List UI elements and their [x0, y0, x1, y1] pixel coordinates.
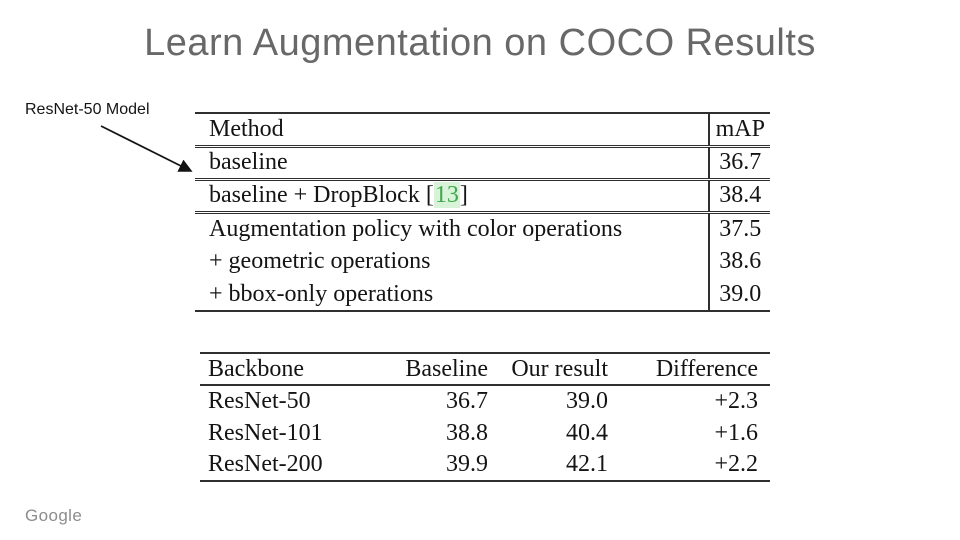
map-cell: 38.6 — [708, 245, 770, 278]
table-row: ResNet-200 39.9 42.1 +2.2 — [200, 449, 770, 482]
slide-title: Learn Augmentation on COCO Results — [144, 22, 816, 64]
method-cell: + bbox-only operations — [195, 278, 710, 312]
column-header-difference: Difference — [620, 352, 770, 386]
table-row: ResNet-101 38.8 40.4 +1.6 — [200, 417, 770, 449]
backbone-cell: ResNet-101 — [208, 419, 323, 446]
annotation-arrow-icon — [100, 125, 193, 172]
column-header-baseline: Baseline — [385, 352, 500, 386]
difference-cell: +1.6 — [714, 419, 758, 446]
column-header-backbone: Backbone — [200, 352, 385, 386]
table-row: baseline 36.7 — [195, 146, 770, 181]
table-header-row: Method mAP — [195, 112, 770, 148]
method-cell: baseline + DropBlock [13] — [195, 179, 710, 214]
coco-ablation-table: Method mAP baseline 36.7 baseline + Drop… — [195, 112, 770, 312]
method-cell: Augmentation policy with color operation… — [209, 215, 623, 242]
baseline-cell: 39.9 — [385, 449, 500, 482]
table-header-row: Backbone Baseline Our result Difference — [200, 352, 770, 386]
map-cell-best: 39.0 — [708, 278, 770, 312]
table-row: Augmentation policy with color operation… — [195, 212, 770, 245]
method-cell: + geometric operations — [209, 248, 431, 274]
annotation-resnet50-label: ResNet-50 Model — [25, 101, 150, 118]
method-text: baseline + DropBlock [ — [209, 182, 434, 208]
backbone-cell: ResNet-200 — [200, 449, 385, 482]
difference-cell: +2.2 — [620, 449, 770, 482]
baseline-cell: 36.7 — [446, 388, 488, 414]
table-row: baseline + DropBlock [13] 38.4 — [195, 179, 770, 214]
table-row: + geometric operations 38.6 — [195, 245, 770, 278]
column-header-our-result: Our result — [500, 352, 620, 386]
baseline-cell: 38.8 — [446, 419, 488, 446]
column-header-map: mAP — [708, 112, 770, 148]
map-cell: 37.5 — [708, 212, 770, 245]
our-result-cell: 40.4 — [566, 419, 608, 446]
backbone-cell: ResNet-50 — [208, 388, 311, 414]
difference-cell: +2.3 — [714, 388, 758, 414]
google-logo: Google — [25, 506, 83, 525]
table-row: ResNet-50 36.7 39.0 +2.3 — [200, 385, 770, 417]
table-row: + bbox-only operations 39.0 — [195, 278, 770, 312]
citation-13: 13 — [433, 182, 460, 208]
our-result-cell: 39.0 — [566, 388, 608, 414]
map-cell: 36.7 — [708, 146, 770, 181]
backbone-comparison-table: Backbone Baseline Our result Difference … — [200, 352, 770, 482]
method-text: ] — [459, 182, 468, 208]
map-cell: 38.4 — [708, 179, 770, 214]
method-cell: baseline — [195, 146, 710, 181]
our-result-cell: 42.1 — [500, 449, 620, 482]
column-header-method: Method — [195, 112, 710, 148]
